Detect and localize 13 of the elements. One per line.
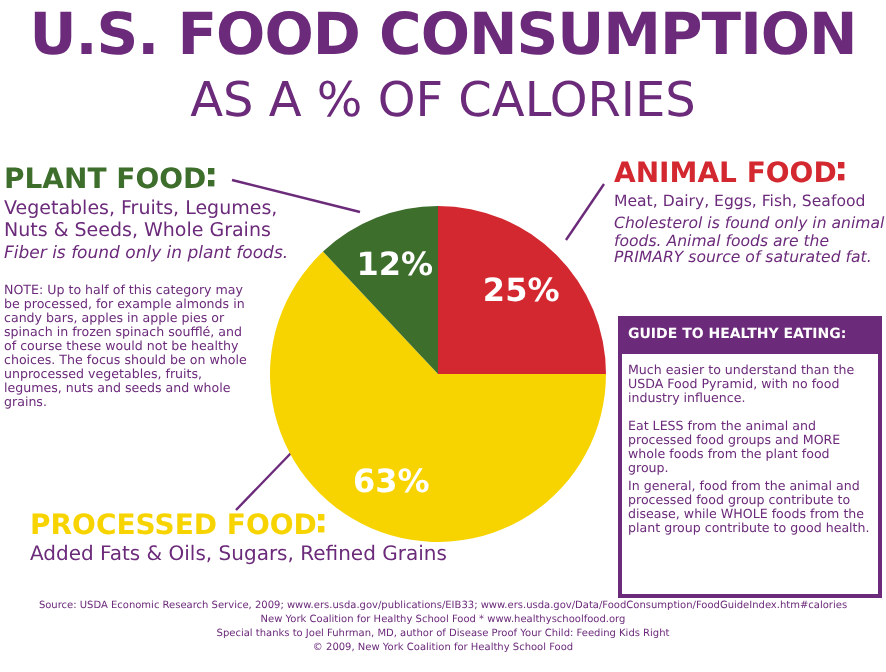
legend-label: ANIMAL FOOD — [614, 158, 837, 190]
chart-subtitle: AS A % OF CALORIES — [188, 72, 698, 128]
pie-slice — [323, 206, 438, 374]
chart-title: U.S. FOOD CONSUMPTION — [27, 0, 859, 68]
data-label: 63% — [353, 461, 430, 500]
text: Added Fats & Oils, Sugars, Refined Grains — [30, 544, 449, 567]
pie-slice — [438, 206, 606, 374]
text: Vegetables, Fruits, Legumes, Nuts & Seeds, Whole Grains — [4, 198, 280, 243]
data-label: 25% — [482, 270, 560, 309]
text: Fiber is found only in plant foods. — [4, 244, 291, 266]
legend-label: PLANT FOOD — [4, 164, 207, 196]
data-label: 12% — [356, 244, 434, 283]
legend-label: PROCESSED FOOD — [30, 510, 317, 542]
